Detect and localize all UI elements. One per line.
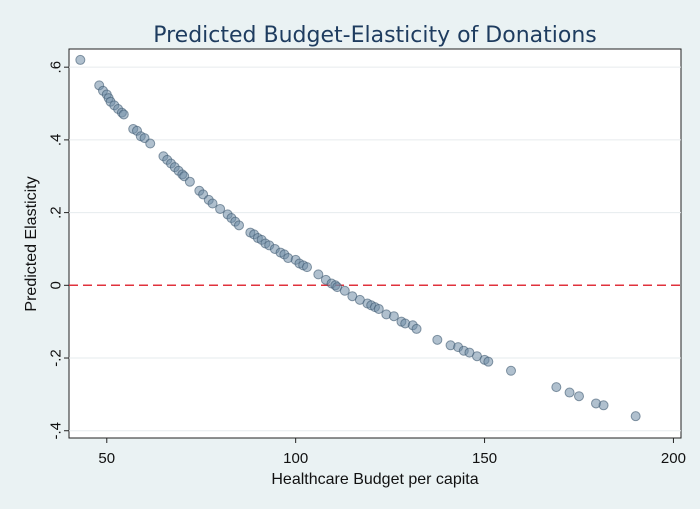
x-axis-ticks: 50 100 150 200 [98, 438, 686, 467]
data-point [598, 400, 609, 411]
plot-area [68, 48, 682, 439]
data-point [564, 387, 575, 398]
y-tick-label: .2 [48, 206, 65, 219]
data-point [483, 356, 494, 367]
data-point [373, 303, 384, 314]
data-point [145, 138, 156, 149]
data-point [574, 391, 584, 402]
y-tick-label: 0 [48, 281, 65, 289]
y-tick-label: -.2 [48, 349, 65, 367]
data-point [234, 220, 244, 231]
data-point [506, 365, 516, 376]
y-axis-label: Predicted Elasticity [23, 176, 40, 311]
data-point [118, 109, 129, 120]
data-point [411, 323, 422, 334]
x-tick-label: 100 [283, 450, 308, 467]
data-point [388, 311, 399, 322]
x-tick-label: 50 [98, 450, 115, 467]
data-point [75, 54, 86, 65]
chart-title: Predicted Budget-Elasticity of Donations [153, 23, 597, 48]
y-tick-label: .6 [48, 61, 65, 74]
data-points [75, 54, 641, 422]
y-axis-ticks: -.4 -.2 0 .2 .4 .6 [48, 61, 69, 440]
x-axis-label: Healthcare Budget per capita [271, 471, 478, 488]
data-point [184, 176, 195, 187]
gridlines [69, 66, 681, 432]
data-point [302, 262, 312, 273]
data-point [551, 382, 562, 393]
data-point [215, 203, 226, 214]
x-tick-label: 150 [472, 450, 497, 467]
data-point [313, 269, 324, 280]
data-point [207, 198, 218, 209]
y-tick-label: -.4 [48, 422, 65, 440]
data-point [339, 285, 350, 296]
data-point [432, 334, 443, 345]
data-point [630, 411, 641, 422]
y-tick-label: .4 [48, 134, 65, 147]
x-tick-label: 200 [661, 450, 686, 467]
